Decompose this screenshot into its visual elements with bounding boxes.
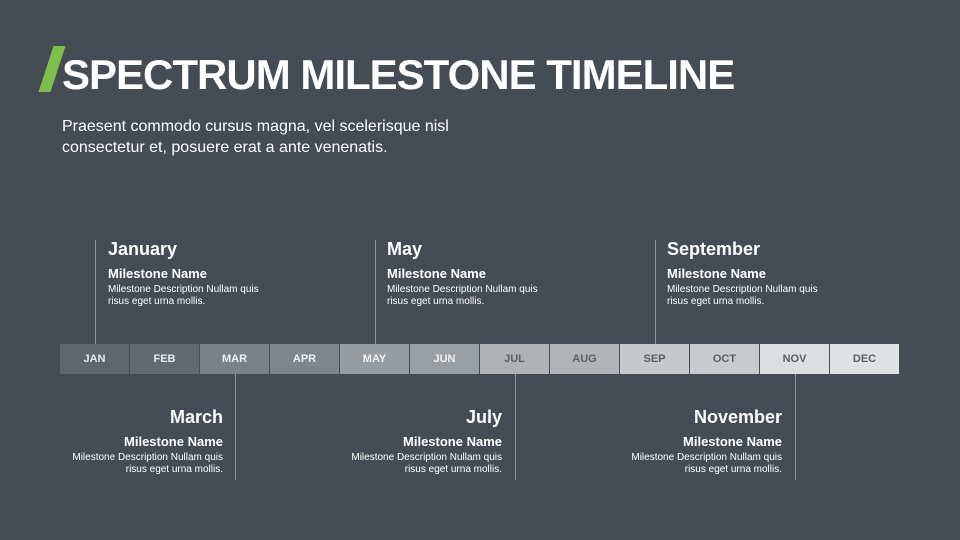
- connector-line: [375, 240, 376, 344]
- month-cell-dec: DEC: [830, 344, 900, 374]
- milestone-desc: Milestone Description Nullam quis risus …: [387, 284, 538, 307]
- page-title: SPECTRUM MILESTONE TIMELINE: [62, 51, 735, 98]
- milestone-name: Milestone Name: [108, 266, 207, 281]
- month-cell-feb: FEB: [130, 344, 200, 374]
- milestone-november: November Milestone Name Milestone Descri…: [622, 406, 782, 476]
- milestone-desc: Milestone Description Nullam quis risus …: [351, 452, 502, 475]
- milestone-september: September Milestone Name Milestone Descr…: [667, 238, 827, 308]
- month-cell-jan: JAN: [60, 344, 130, 374]
- month-cell-jun: JUN: [410, 344, 480, 374]
- milestone-name: Milestone Name: [667, 266, 766, 281]
- milestone-may: May Milestone Name Milestone Description…: [387, 238, 547, 308]
- milestone-march: March Milestone Name Milestone Descripti…: [63, 406, 223, 476]
- month-cell-mar: MAR: [200, 344, 270, 374]
- milestone-month: September: [667, 239, 761, 259]
- month-cell-nov: NOV: [760, 344, 830, 374]
- month-cell-aug: AUG: [550, 344, 620, 374]
- milestone-january: January Milestone Name Milestone Descrip…: [108, 238, 268, 308]
- milestone-july: July Milestone Name Milestone Descriptio…: [342, 406, 502, 476]
- milestone-name: Milestone Name: [124, 434, 223, 449]
- milestone-name: Milestone Name: [683, 434, 782, 449]
- milestone-month: January: [108, 239, 178, 259]
- connector-line: [235, 374, 236, 480]
- page-subtitle: Praesent commodo cursus magna, vel scele…: [62, 118, 449, 156]
- month-cell-apr: APR: [270, 344, 340, 374]
- milestone-name: Milestone Name: [403, 434, 502, 449]
- month-bar: JAN FEB MAR APR MAY JUN JUL AUG SEP OCT NOV DEC: [60, 344, 900, 374]
- milestone-month: March: [169, 407, 223, 427]
- milestone-name: Milestone Name: [387, 266, 486, 281]
- month-cell-may: MAY: [340, 344, 410, 374]
- milestone-month: May: [387, 239, 423, 259]
- connector-line: [795, 374, 796, 480]
- connector-line: [515, 374, 516, 480]
- milestone-month: July: [465, 407, 502, 427]
- milestone-desc: Milestone Description Nullam quis risus …: [667, 284, 818, 307]
- milestone-desc: Milestone Description Nullam quis risus …: [631, 452, 782, 475]
- milestone-desc: Milestone Description Nullam quis risus …: [108, 284, 259, 307]
- connector-line: [95, 240, 96, 344]
- month-cell-jul: JUL: [480, 344, 550, 374]
- milestone-month: November: [693, 407, 782, 427]
- connector-line: [655, 240, 656, 344]
- milestone-desc: Milestone Description Nullam quis risus …: [72, 452, 223, 475]
- month-cell-oct: OCT: [690, 344, 760, 374]
- month-cell-sep: SEP: [620, 344, 690, 374]
